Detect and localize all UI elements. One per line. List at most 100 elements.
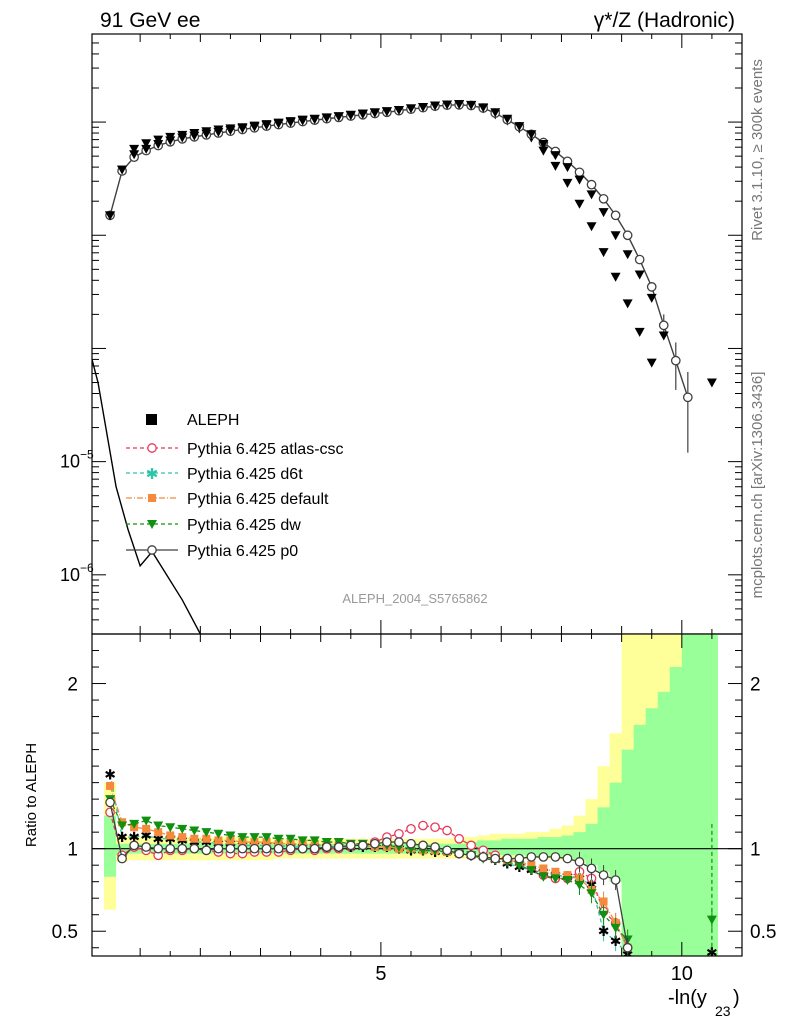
aleph-data-point xyxy=(430,101,441,111)
ratio-p0-point xyxy=(466,850,477,861)
ratio-default-point xyxy=(599,897,608,906)
ratio-default-point xyxy=(166,831,175,840)
ratio-p0-point xyxy=(598,870,609,880)
aleph-data-point xyxy=(442,100,453,110)
ratio-p0-point xyxy=(153,843,164,854)
ratio-p0-point xyxy=(610,875,621,885)
aleph-data-point xyxy=(117,165,128,175)
aleph-data-point xyxy=(321,113,332,123)
ratio-p0-point xyxy=(526,852,537,862)
ratio-dw-point xyxy=(285,834,296,844)
aleph-data-point xyxy=(333,112,344,122)
ratio-dw-point xyxy=(273,834,284,844)
mc-dw-point xyxy=(610,272,621,282)
ratio-dw-point xyxy=(153,821,164,831)
mc-dw-point xyxy=(538,146,549,156)
aleph-data-point xyxy=(261,121,272,131)
ratio-p0-point xyxy=(201,845,212,856)
aleph-data-point xyxy=(129,150,140,160)
y-tick-label-main: 10 xyxy=(60,565,80,585)
ratio-dw-point xyxy=(586,889,597,899)
ratio-dw-point xyxy=(309,836,320,846)
ratio-default-point xyxy=(214,836,223,845)
ratio-dw-point xyxy=(526,866,537,876)
ratio-d6t-point: ✱ xyxy=(128,829,140,845)
ratio-dw-point xyxy=(574,880,585,890)
ratio-atlas-csc-point xyxy=(430,822,440,833)
ratio-p0-point xyxy=(406,838,416,849)
ratio-dw-point xyxy=(598,910,609,920)
y-tick-label-main-exp: −5 xyxy=(80,448,94,462)
mc-p0-point xyxy=(682,392,693,403)
aleph-data-point xyxy=(490,108,501,118)
ratio-dw-point xyxy=(550,874,561,884)
ratio-p0-point xyxy=(213,843,224,854)
aleph-data-point xyxy=(706,378,717,388)
aleph-data-point xyxy=(478,103,489,113)
ratio-dw-point xyxy=(213,829,224,839)
ratio-p0-point xyxy=(502,853,513,864)
aleph-data-point xyxy=(273,119,284,129)
aleph-data-point xyxy=(526,130,537,140)
ratio-p0-point xyxy=(297,843,308,854)
mc-dw-point xyxy=(598,248,609,258)
ratio-p0-point xyxy=(177,843,188,854)
aleph-data-point xyxy=(153,140,164,150)
aleph-data-point xyxy=(105,211,116,221)
mc-dw-point xyxy=(586,222,597,232)
aleph-data-point xyxy=(165,136,176,146)
x-axis-label: -ln(y 23 ) xyxy=(668,987,740,1019)
ratio-p0-point xyxy=(105,797,115,808)
ratio-default-point xyxy=(178,833,187,842)
ratio-p0-point xyxy=(370,838,380,849)
ratio-atlas-csc-point xyxy=(394,828,404,839)
x-axis-label-sub: 23 xyxy=(715,1003,731,1019)
x-tick-label: 5 xyxy=(375,963,386,985)
ratio-p0-point xyxy=(249,843,260,854)
x-tick-label: 10 xyxy=(671,963,693,985)
mc-dw-point xyxy=(550,161,561,171)
aleph-data-point xyxy=(622,250,633,260)
ratio-p0-point xyxy=(574,857,585,867)
ratio-dw-point xyxy=(610,923,621,933)
ratio-dw-point xyxy=(117,821,128,831)
mc-dw-point xyxy=(646,358,657,368)
legend-label-dw: Pythia 6.425 dw xyxy=(187,517,301,534)
aleph-data-point xyxy=(381,107,392,117)
mc-dw-point xyxy=(562,178,573,188)
rivet-label: Rivet 3.1.10, ≥ 300k events xyxy=(749,59,766,241)
ratio-p0-point xyxy=(333,842,344,852)
aleph-data-point xyxy=(562,163,573,173)
analysis-label: ALEPH_2004_S5765862 xyxy=(342,591,487,606)
mc-dw-point xyxy=(574,199,585,209)
mc-p0-point xyxy=(646,282,657,292)
aleph-data-point xyxy=(658,331,669,341)
aleph-data-point xyxy=(225,126,236,136)
ratio-p0-point xyxy=(622,942,633,953)
ratio-p0-point xyxy=(261,843,272,854)
mc-p0-point xyxy=(586,179,597,190)
mc-p0-point xyxy=(658,320,669,331)
ratio-d6t-line xyxy=(109,774,629,955)
main-panel: 10−510−6 ALEPH_2004_S5765862 ALEPH Pythi… xyxy=(60,33,743,635)
ratio-atlas-csc-point xyxy=(466,840,477,851)
aleph-data-point xyxy=(213,127,224,137)
ratio-default-point xyxy=(106,781,115,790)
aleph-data-point xyxy=(646,293,657,303)
legend-label-atlas-csc: Pythia 6.425 atlas-csc xyxy=(187,441,344,458)
ratio-p0-point xyxy=(514,853,525,864)
uncertainty-band-green xyxy=(104,634,718,956)
ratio-p0-point xyxy=(273,843,284,854)
ratio-p0-point xyxy=(237,843,248,854)
ratio-d6t-point: ✱ xyxy=(152,831,164,847)
ratio-d6t-point: ✱ xyxy=(104,766,116,782)
ratio-dw-point xyxy=(514,861,525,871)
ratio-default-point xyxy=(563,871,572,880)
legend-marker-atlas-csc xyxy=(147,443,157,453)
aleph-data-point xyxy=(285,118,296,128)
aleph-data-point xyxy=(538,140,549,150)
y-tick-label-ratio-right: 2 xyxy=(750,675,761,696)
ratio-dw-point xyxy=(249,833,260,843)
aleph-data-point xyxy=(514,122,525,132)
ratio-p0-point xyxy=(321,842,332,852)
